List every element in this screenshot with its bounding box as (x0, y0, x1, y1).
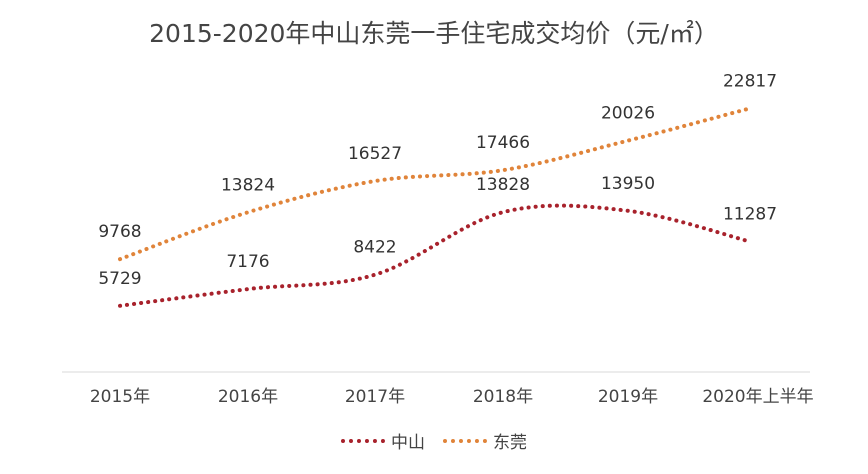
x-tick-label: 2016年 (218, 387, 278, 407)
legend-swatch (341, 438, 385, 443)
data-label: 8422 (353, 238, 396, 258)
data-label: 11287 (723, 205, 777, 225)
x-tick-label: 2015年 (90, 387, 150, 407)
chart-title: 2015-2020年中山东莞一手住宅成交均价（元/㎡） (149, 19, 719, 48)
data-label: 22817 (723, 71, 777, 91)
data-label: 9768 (98, 222, 141, 242)
data-label: 20026 (601, 104, 655, 124)
data-label: 5729 (98, 269, 141, 289)
data-label: 16527 (348, 144, 402, 164)
data-label: 13950 (601, 174, 655, 194)
legend-label: 东莞 (493, 433, 527, 453)
x-tick-label: 2018年 (473, 387, 533, 407)
legend-swatch (443, 438, 487, 443)
series-line-0 (118, 203, 752, 308)
data-label: 13828 (476, 175, 530, 195)
data-label: 7176 (226, 252, 269, 272)
x-tick-label: 2019年 (598, 387, 658, 407)
series-line-1 (118, 106, 752, 262)
legend-label: 中山 (391, 433, 425, 453)
legend: 中山 东莞 (0, 428, 868, 453)
data-label: 17466 (476, 133, 530, 153)
data-label: 13824 (221, 175, 275, 195)
legend-item-zhongshan: 中山 (341, 428, 425, 453)
x-tick-label: 2020年上半年 (702, 387, 813, 407)
legend-item-dongguan: 东莞 (443, 428, 527, 453)
x-tick-label: 2017年 (345, 387, 405, 407)
